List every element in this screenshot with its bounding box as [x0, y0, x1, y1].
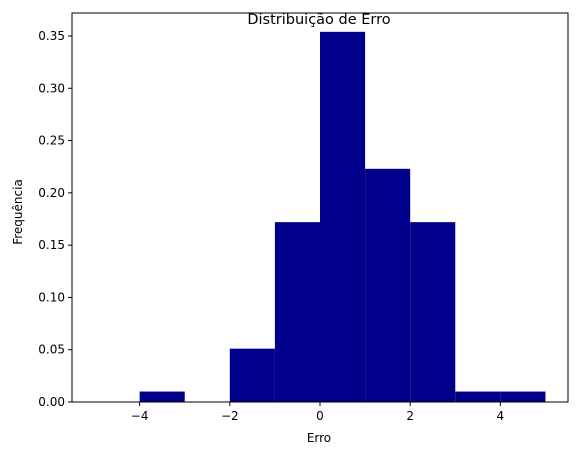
x-tick-label: 2	[406, 409, 414, 423]
bars-group	[139, 31, 546, 403]
histogram-bar	[365, 168, 411, 402]
x-tick-label: 0	[316, 409, 324, 423]
x-tick-label: −4	[131, 409, 149, 423]
histogram-bar	[410, 222, 456, 402]
y-tick-label: 0.05	[38, 343, 65, 357]
x-tick-label: 4	[497, 409, 505, 423]
y-tick-label: 0.30	[38, 81, 65, 95]
chart-title: Distribuição de Erro	[247, 12, 390, 28]
histogram-bar	[229, 348, 275, 402]
y-tick-label: 0.00	[38, 395, 65, 409]
histogram-bar	[320, 31, 366, 403]
histogram-bar	[139, 391, 185, 402]
x-axis-label: Erro	[307, 431, 331, 445]
histogram-bar	[455, 391, 501, 402]
x-axis: −4 −2 0 2 4	[131, 402, 504, 423]
y-tick-label: 0.35	[38, 29, 65, 43]
histogram-bar	[500, 391, 546, 402]
x-tick-label: −2	[221, 409, 239, 423]
y-axis: 0.00 0.05 0.10 0.15 0.20 0.25 0.30 0.35	[38, 29, 72, 409]
y-tick-label: 0.25	[38, 134, 65, 148]
y-tick-label: 0.15	[38, 238, 65, 252]
histogram-bar	[274, 222, 320, 402]
y-tick-label: 0.20	[38, 186, 65, 200]
y-axis-label: Frequência	[11, 179, 25, 245]
y-tick-label: 0.10	[38, 290, 65, 304]
